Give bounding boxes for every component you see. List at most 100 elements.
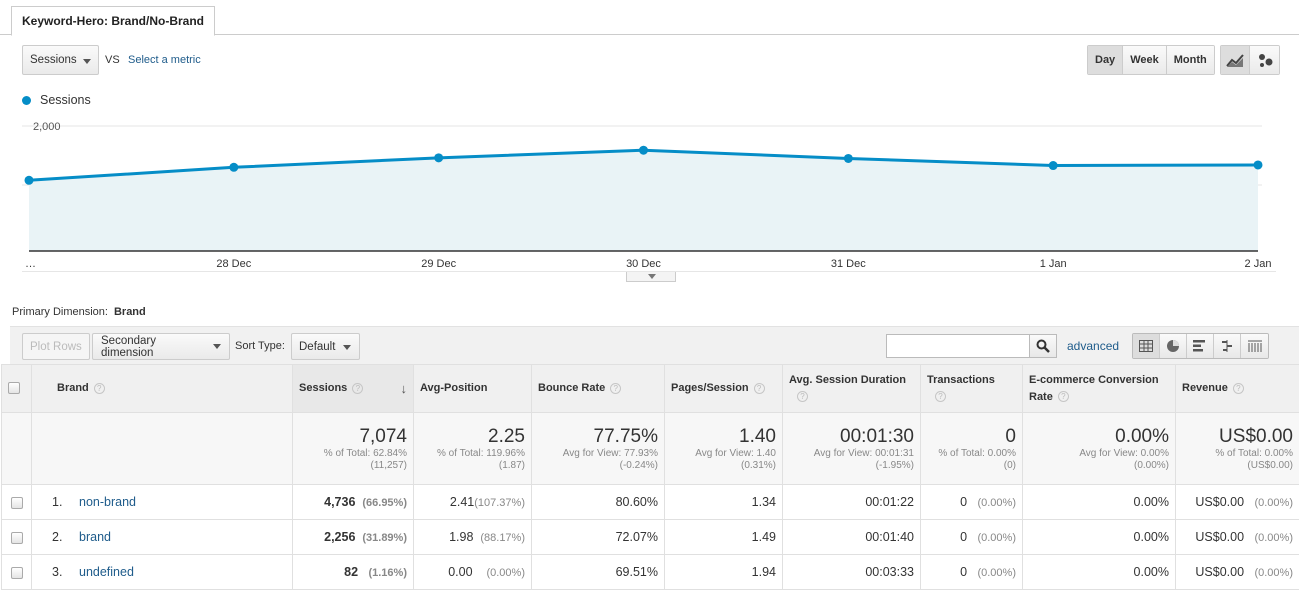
row-sessions: 2,256 (31.89%) <box>292 519 414 555</box>
col-avg-position[interactable]: Avg-Position <box>413 364 532 413</box>
row-sessions: 82 (1.16%) <box>292 554 414 590</box>
row-brand-cell: 2. brand <box>31 519 293 555</box>
row-brand-link[interactable]: brand <box>79 530 111 544</box>
x-tick-label: 30 Dec <box>626 258 661 270</box>
motion-chart-button[interactable] <box>1250 46 1279 74</box>
row-revenue-pct: (0.00%) <box>1254 567 1293 579</box>
row-checkbox-cell <box>1 554 32 590</box>
period-week-button[interactable]: Week <box>1123 46 1167 74</box>
help-icon: ? <box>797 391 808 403</box>
row-revenue-pct: (0.00%) <box>1254 497 1293 509</box>
total-transactions-value: 0 <box>1005 425 1016 447</box>
data-point <box>639 145 648 155</box>
row-transactions-pct: (0.00%) <box>977 532 1016 544</box>
total-bounce-rate-sub1: Avg for View: 77.93% <box>562 447 658 459</box>
col-brand[interactable]: Brand? <box>31 364 293 413</box>
col-pages-session[interactable]: Pages/Session? <box>664 364 783 413</box>
chart-collapse-handle[interactable] <box>626 272 676 282</box>
data-table: Brand? Sessions? ↓ Avg-Position Bounce Ra… <box>1 364 1299 590</box>
total-avg-duration: 00:01:30 Avg for View: 00:01:31 (-1.95%) <box>782 412 921 485</box>
total-pages-session-sub1: Avg for View: 1.40 <box>695 447 776 459</box>
col-sessions[interactable]: Sessions? ↓ <box>292 364 414 413</box>
data-point <box>434 153 444 163</box>
x-tick-label: 1 Jan <box>1040 258 1067 270</box>
total-ecommerce: 0.00% Avg for View: 0.00% (0.00%) <box>1022 412 1176 485</box>
row-checkbox[interactable] <box>10 531 23 544</box>
col-avg-duration[interactable]: Avg. Session Duration? <box>782 364 921 413</box>
row-bounce-rate: 80.60% <box>531 484 665 520</box>
row-bounce-rate: 69.51% <box>531 554 665 590</box>
table-search-input[interactable] <box>886 334 1030 358</box>
row-avg-duration: 00:03:33 <box>782 554 921 590</box>
legend-series-label: Sessions <box>40 93 91 107</box>
col-revenue-label: Revenue <box>1182 382 1228 394</box>
data-view-button[interactable] <box>1133 334 1160 358</box>
sort-type-select[interactable]: Default <box>291 333 360 360</box>
row-pages-session: 1.34 <box>664 484 783 520</box>
row-sessions-pct: (1.16%) <box>368 567 407 579</box>
data-point <box>843 153 853 163</box>
select-all-checkbox[interactable] <box>8 382 20 395</box>
total-ecommerce-value: 0.00% <box>1115 425 1169 447</box>
line-chart-button[interactable] <box>1221 46 1250 74</box>
col-sessions-label: Sessions <box>299 382 348 394</box>
total-avg-position-sub2: (1.87) <box>498 459 525 471</box>
primary-dimension-brand[interactable]: Brand <box>113 306 146 318</box>
metric-select[interactable]: Sessions <box>22 45 99 75</box>
chart-legend[interactable]: Sessions <box>22 93 91 107</box>
col-transactions[interactable]: Transactions? <box>920 364 1023 413</box>
total-avg-position-value: 2.25 <box>488 425 525 447</box>
report-tab[interactable]: Keyword-Hero: Brand/No-Brand <box>11 6 216 36</box>
performance-view-button[interactable] <box>1187 334 1214 358</box>
row-checkbox[interactable] <box>10 566 23 579</box>
x-tick-label: 31 Dec <box>831 258 866 270</box>
total-ecommerce-sub2: (0.00%) <box>1133 459 1169 471</box>
row-checkbox[interactable] <box>10 496 23 509</box>
chevron-down-icon <box>648 274 656 279</box>
row-revenue-value: US$0.00 <box>1195 530 1245 544</box>
total-pages-session: 1.40 Avg for View: 1.40 (0.31%) <box>664 412 783 485</box>
sort-desc-icon: ↓ <box>400 381 408 396</box>
row-sessions-value: 2,256 <box>324 530 356 544</box>
x-tick-label: … <box>25 258 36 270</box>
row-number: 2. <box>52 530 63 544</box>
help-icon: ? <box>93 382 105 394</box>
select-metric-link[interactable]: Select a metric <box>128 54 201 66</box>
report-tab-bar: Keyword-Hero: Brand/No-Brand <box>0 0 1299 36</box>
total-avg-duration-sub1: Avg for View: 00:01:31 <box>813 447 914 459</box>
comparison-view-button[interactable] <box>1214 334 1241 358</box>
percentage-view-button[interactable] <box>1160 334 1187 358</box>
x-tick-label: 28 Dec <box>216 258 251 270</box>
data-point <box>24 175 34 185</box>
period-month-button[interactable]: Month <box>1166 46 1214 74</box>
vs-label: VS <box>105 54 120 66</box>
total-sessions-value: 7,074 <box>359 425 407 447</box>
secondary-dimension-select[interactable]: Secondary dimension <box>92 333 230 360</box>
total-avg-duration-value: 00:01:30 <box>840 425 914 447</box>
sort-type-value: Default <box>299 340 336 353</box>
plot-rows-button[interactable]: Plot Rows <box>22 333 90 360</box>
row-ecommerce: 0.00% <box>1022 554 1176 590</box>
row-avg-position: 0.00 (0.00%) <box>413 554 532 590</box>
row-avg-position-pct: (88.17%) <box>480 532 525 544</box>
total-transactions-sub2: (0) <box>1003 459 1016 471</box>
row-brand-link[interactable]: undefined <box>79 565 134 579</box>
row-revenue: US$0.00 (0.00%) <box>1175 554 1299 590</box>
total-revenue-sub2: (US$0.00) <box>1247 459 1293 471</box>
row-avg-position: 1.98 (88.17%) <box>413 519 532 555</box>
totals-checkbox-cell <box>1 412 32 485</box>
bubble-chart-icon <box>1258 54 1272 67</box>
row-transactions: 0 (0.00%) <box>920 554 1023 590</box>
row-brand-link[interactable]: non-brand <box>79 495 136 509</box>
row-transactions: 0 (0.00%) <box>920 519 1023 555</box>
period-day-button[interactable]: Day <box>1088 46 1124 74</box>
search-button[interactable] <box>1029 334 1057 358</box>
col-revenue[interactable]: Revenue? <box>1175 364 1299 413</box>
advanced-filter-link[interactable]: advanced <box>1067 339 1120 353</box>
col-bounce-rate[interactable]: Bounce Rate? <box>531 364 665 413</box>
pivot-view-button[interactable] <box>1241 334 1268 358</box>
row-ecommerce: 0.00% <box>1022 484 1176 520</box>
col-ecommerce-rate[interactable]: E-commerce Conversion Rate? <box>1022 364 1176 413</box>
total-revenue: US$0.00% of Total: 0.00% (US$0.00) <box>1175 412 1299 485</box>
